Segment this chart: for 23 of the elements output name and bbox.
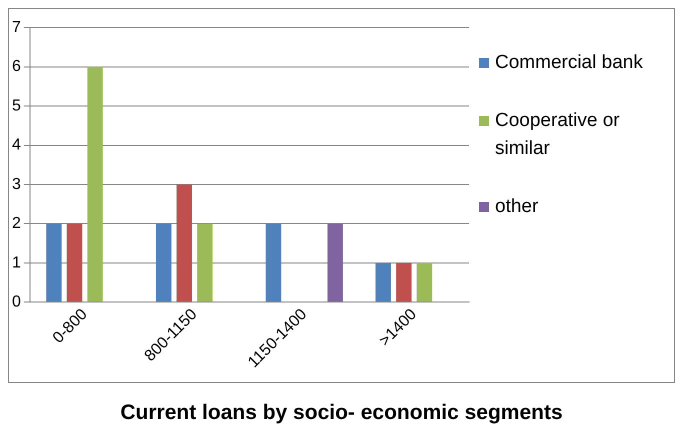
legend-label: Cooperative or similar [495, 109, 621, 161]
y-tick-label: 2 [12, 215, 21, 232]
bar [66, 224, 82, 302]
y-tick-label: 3 [12, 176, 21, 193]
y-tick-label: 0 [12, 294, 21, 311]
bar [176, 184, 192, 302]
bar [87, 66, 103, 302]
bar [376, 262, 391, 302]
bar [416, 262, 432, 302]
y-tick-label: 1 [12, 254, 21, 272]
bar [197, 224, 213, 302]
bar [396, 262, 412, 302]
bar [46, 224, 62, 302]
y-tick-label: 4 [12, 136, 21, 154]
bar [266, 224, 282, 302]
y-tick-label: 7 [12, 19, 21, 36]
y-tick-label: 6 [12, 58, 21, 76]
legend-label: Commercial bank [495, 51, 643, 75]
legend-label: other [495, 195, 538, 219]
y-tick-label: 5 [12, 97, 21, 114]
bar [327, 224, 343, 302]
text: Current loans by socio- economic segments [119, 401, 564, 425]
bar [156, 224, 172, 302]
